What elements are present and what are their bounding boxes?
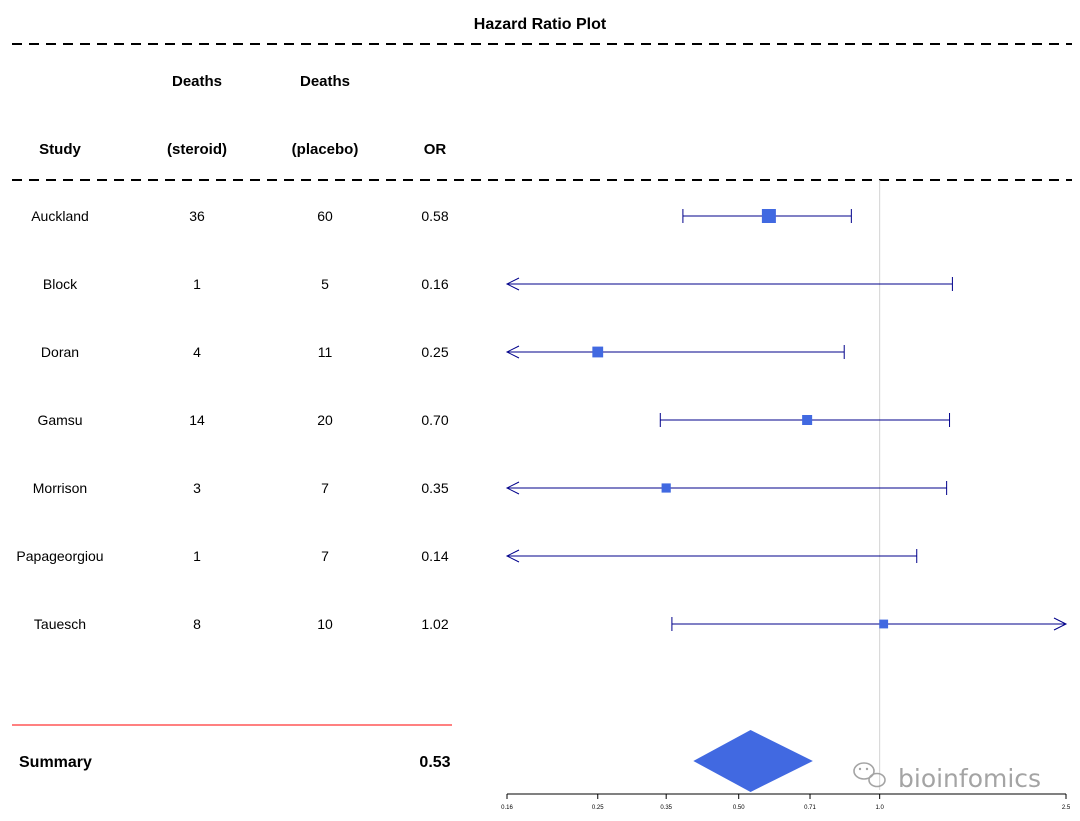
or-value: 0.16 — [421, 276, 448, 292]
ci-arrow-left — [505, 481, 520, 495]
or-value: 0.70 — [421, 412, 448, 428]
or-box — [661, 483, 671, 493]
study-rows: Auckland 36 60 0.58 Block 1 5 0.16 Doran 4 11 0.25 G… — [16, 208, 1068, 632]
x-tick-label: 0.35 — [660, 805, 672, 811]
x-axis: 0.16 0.25 0.35 0.50 0.71 1.0 2.5 — [501, 793, 1071, 811]
deaths-steroid: 8 — [193, 616, 201, 632]
summary-or: 0.53 — [419, 754, 450, 771]
or-value: 1.02 — [421, 616, 448, 632]
x-tick-label: 0.25 — [592, 805, 604, 811]
study-row: Tauesch 8 10 1.02 — [34, 616, 1068, 632]
summary-diamond — [693, 730, 813, 792]
study-row: Block 1 5 0.16 — [43, 276, 953, 292]
x-tick-label: 0.50 — [733, 805, 745, 811]
header-steroid-line1: Deaths — [172, 73, 222, 90]
deaths-placebo: 10 — [317, 616, 333, 632]
deaths-steroid: 14 — [189, 412, 205, 428]
study-name: Auckland — [31, 208, 89, 224]
summary-label: Summary — [19, 754, 92, 771]
watermark-text: bioinfomics — [898, 764, 1041, 793]
or-value: 0.58 — [421, 208, 448, 224]
watermark: bioinfomics — [853, 762, 1041, 793]
study-row: Auckland 36 60 0.58 — [31, 208, 852, 224]
or-value: 0.14 — [421, 548, 448, 564]
or-box — [879, 619, 889, 629]
x-tick-label: 0.16 — [501, 805, 513, 811]
deaths-steroid: 36 — [189, 208, 205, 224]
header-or: OR — [424, 141, 447, 158]
or-value: 0.35 — [421, 480, 448, 496]
study-name: Doran — [41, 344, 79, 360]
study-name: Papageorgiou — [16, 548, 103, 564]
study-name: Block — [43, 276, 78, 292]
ci-arrow-left — [505, 277, 520, 291]
deaths-steroid: 1 — [193, 276, 201, 292]
header-steroid-line2: (steroid) — [167, 141, 227, 158]
header-study: Study — [39, 141, 81, 158]
study-row: Morrison 3 7 0.35 — [33, 480, 948, 496]
header-placebo-line2: (placebo) — [292, 141, 359, 158]
deaths-placebo: 20 — [317, 412, 333, 428]
or-box — [802, 415, 813, 425]
deaths-placebo: 60 — [317, 208, 333, 224]
study-name: Gamsu — [37, 412, 82, 428]
or-box — [592, 346, 604, 358]
ci-arrow-right — [1053, 617, 1068, 631]
deaths-steroid: 4 — [193, 344, 201, 360]
ci-arrow-left — [505, 345, 520, 359]
or-box — [761, 209, 776, 223]
study-name: Morrison — [33, 480, 87, 496]
chart-title: Hazard Ratio Plot — [474, 16, 607, 33]
or-value: 0.25 — [421, 344, 448, 360]
deaths-steroid: 1 — [193, 548, 201, 564]
header-placebo-line1: Deaths — [300, 73, 350, 90]
study-row: Doran 4 11 0.25 — [41, 344, 845, 360]
study-row: Gamsu 14 20 0.70 — [37, 412, 951, 428]
deaths-placebo: 5 — [321, 276, 329, 292]
deaths-placebo: 7 — [321, 480, 329, 496]
x-tick-label: 1.0 — [875, 805, 884, 811]
wechat-icon — [853, 762, 886, 788]
x-tick-label: 2.5 — [1062, 805, 1071, 811]
study-name: Tauesch — [34, 616, 86, 632]
deaths-steroid: 3 — [193, 480, 201, 496]
deaths-placebo: 11 — [318, 344, 333, 360]
ci-arrow-left — [505, 549, 520, 563]
deaths-placebo: 7 — [321, 548, 329, 564]
x-tick-label: 0.71 — [804, 805, 816, 811]
study-row: Papageorgiou 1 7 0.14 — [16, 548, 918, 564]
